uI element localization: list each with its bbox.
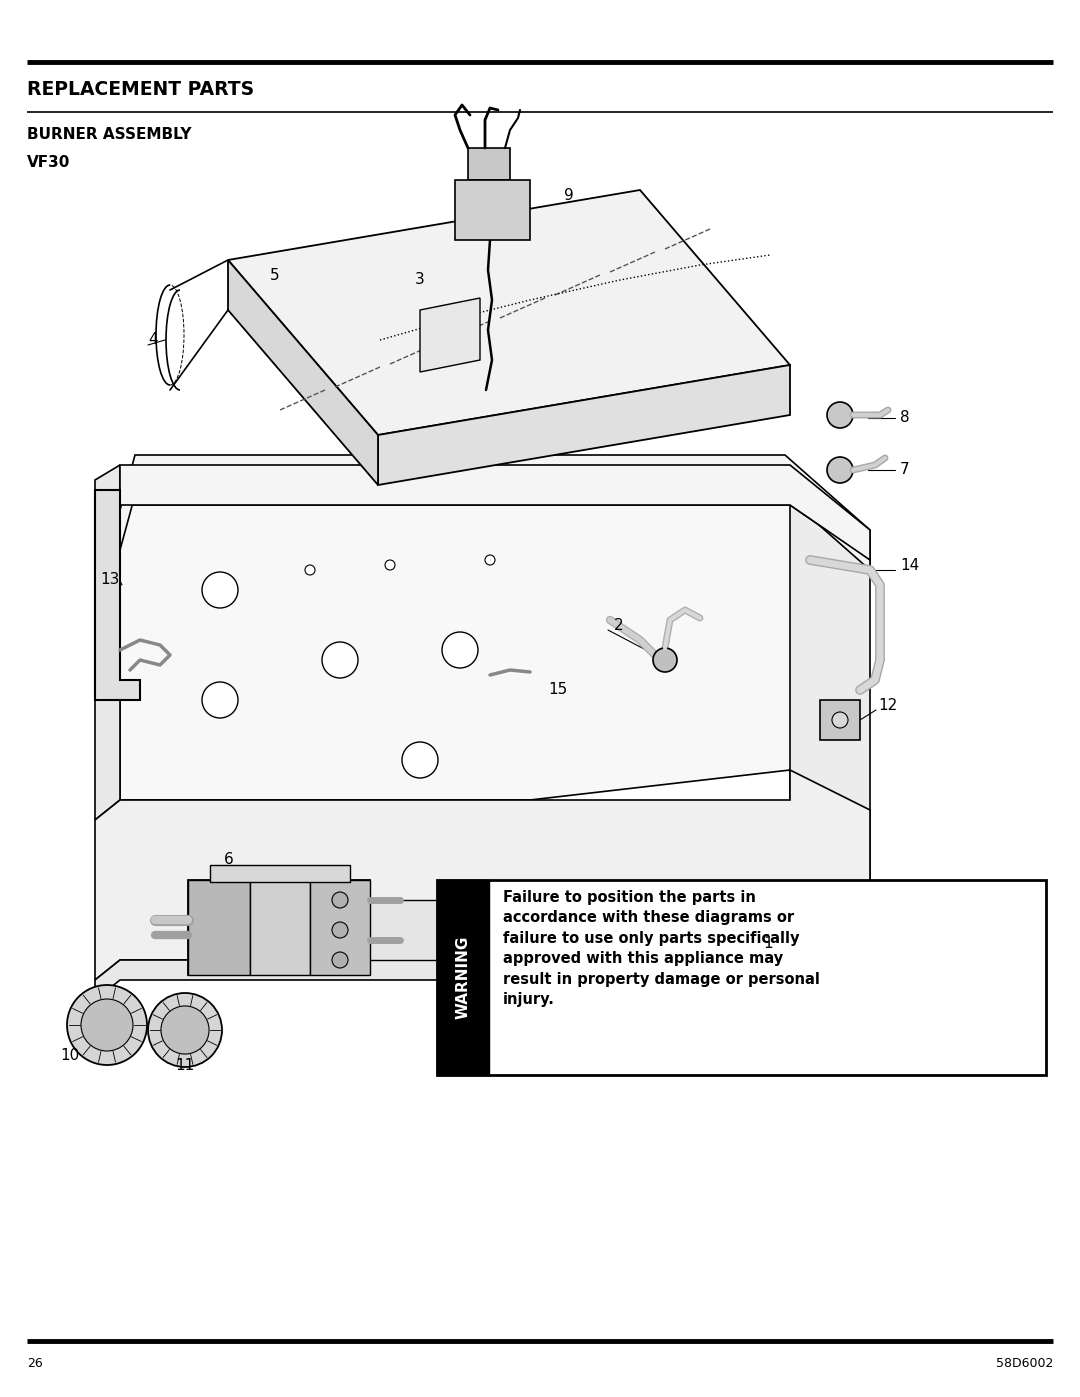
Polygon shape [420,298,480,372]
Circle shape [332,951,348,968]
Circle shape [305,564,315,576]
Polygon shape [820,700,860,740]
Polygon shape [310,880,370,975]
Circle shape [402,742,438,778]
Text: 3: 3 [415,272,424,288]
Circle shape [148,993,222,1067]
Polygon shape [120,504,870,800]
Polygon shape [95,960,870,1020]
Polygon shape [490,915,540,950]
Text: 1: 1 [762,936,772,950]
Circle shape [202,571,238,608]
Circle shape [67,985,147,1065]
Circle shape [161,1006,210,1055]
Text: 10: 10 [60,1048,79,1063]
Text: 58D6002: 58D6002 [996,1356,1053,1370]
Circle shape [202,682,238,718]
Polygon shape [249,880,310,975]
Polygon shape [378,365,789,485]
Text: 9: 9 [564,187,573,203]
Text: 6: 6 [224,852,233,868]
Polygon shape [188,880,370,975]
Polygon shape [210,865,350,882]
Circle shape [332,922,348,937]
Circle shape [81,999,133,1051]
Polygon shape [95,490,140,700]
Polygon shape [120,465,870,560]
Circle shape [654,935,675,956]
Text: REPLACEMENT PARTS: REPLACEMENT PARTS [27,80,254,99]
Text: 5: 5 [270,267,280,282]
Polygon shape [188,880,249,975]
Text: 13: 13 [100,573,120,588]
Text: BURNER ASSEMBLY: BURNER ASSEMBLY [27,127,191,142]
Circle shape [332,893,348,908]
Circle shape [384,560,395,570]
Bar [437,880,489,1076]
Text: 7: 7 [900,462,909,478]
Text: 12: 12 [878,697,897,712]
Text: 14: 14 [900,557,919,573]
Circle shape [442,631,478,668]
Text: 26: 26 [27,1356,43,1370]
Polygon shape [120,455,870,570]
Polygon shape [228,190,789,434]
Polygon shape [789,504,870,890]
Polygon shape [468,148,510,180]
Polygon shape [95,770,870,1000]
Polygon shape [95,465,120,820]
Circle shape [322,643,357,678]
Circle shape [827,457,853,483]
Text: Failure to position the parts in
accordance with these diagrams or
failure to us: Failure to position the parts in accorda… [503,890,820,1007]
Circle shape [832,712,848,728]
Bar [437,880,1047,1076]
Circle shape [827,402,853,427]
Polygon shape [455,180,530,240]
Text: VF30: VF30 [27,155,70,170]
Text: 2: 2 [615,617,623,633]
Text: 8: 8 [900,411,909,426]
Text: WARNING: WARNING [456,936,471,1020]
Polygon shape [228,260,378,485]
Circle shape [653,648,677,672]
Circle shape [485,555,495,564]
Text: 15: 15 [548,683,567,697]
Text: 11: 11 [175,1058,194,1073]
Polygon shape [330,900,700,960]
Text: 4: 4 [148,332,158,348]
